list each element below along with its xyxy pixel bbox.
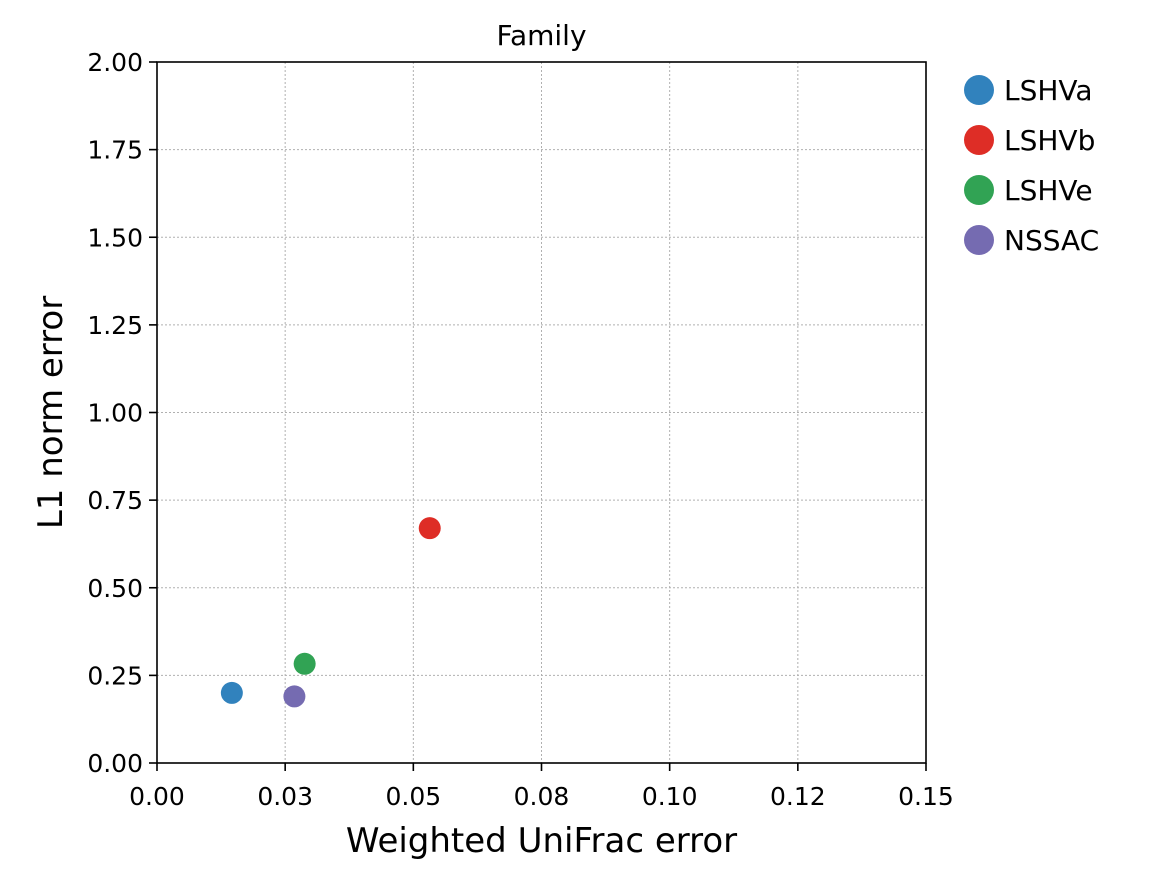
x-tick-label: 0.10 [642,782,698,811]
data-points [220,517,441,708]
y-tick-label: 0.50 [87,574,143,603]
y-tick-label: 0.75 [87,486,143,515]
legend-marker-lshvb [964,125,994,155]
legend-label-lshva: LSHVa [1004,74,1093,107]
x-tick-label: 0.05 [385,782,441,811]
grid-lines [156,61,927,764]
x-tick-label: 0.15 [898,782,954,811]
y-tick-label: 1.25 [87,311,143,340]
y-tick-label: 1.50 [87,223,143,252]
x-tick-label: 0.12 [770,782,826,811]
x-axis-title: Weighted UniFrac error [346,821,737,861]
data-point-lshve [293,652,316,675]
legend-label-lshve: LSHVe [1004,174,1093,207]
legend-label-lshvb: LSHVb [1004,124,1095,157]
y-axis-ticks: 0.00 0.25 0.50 0.75 1.00 1.25 1.50 1.75 2.00 [87,48,157,778]
y-tick-label: 1.00 [87,399,143,428]
y-tick-label: 0.25 [87,661,143,690]
legend-label-nssac: NSSAC [1004,224,1099,257]
legend-marker-lshva [964,75,994,105]
legend: LSHVa LSHVb LSHVe NSSAC [964,74,1099,257]
legend-marker-lshve [964,175,994,205]
x-tick-label: 0.03 [257,782,313,811]
y-tick-label: 1.75 [87,136,143,165]
data-point-nssac [283,685,306,708]
x-tick-label: 0.08 [514,782,570,811]
legend-marker-nssac [964,225,994,255]
x-axis-ticks: 0.00 0.03 0.05 0.08 0.10 0.12 0.15 [129,763,954,811]
y-tick-label: 0.00 [87,749,143,778]
y-axis-title: L1 norm error [31,296,71,529]
chart-title: Family [496,19,586,52]
data-point-lshvb [418,517,441,540]
x-tick-label: 0.00 [129,782,185,811]
data-point-lshva [220,681,243,704]
y-tick-label: 2.00 [87,48,143,77]
